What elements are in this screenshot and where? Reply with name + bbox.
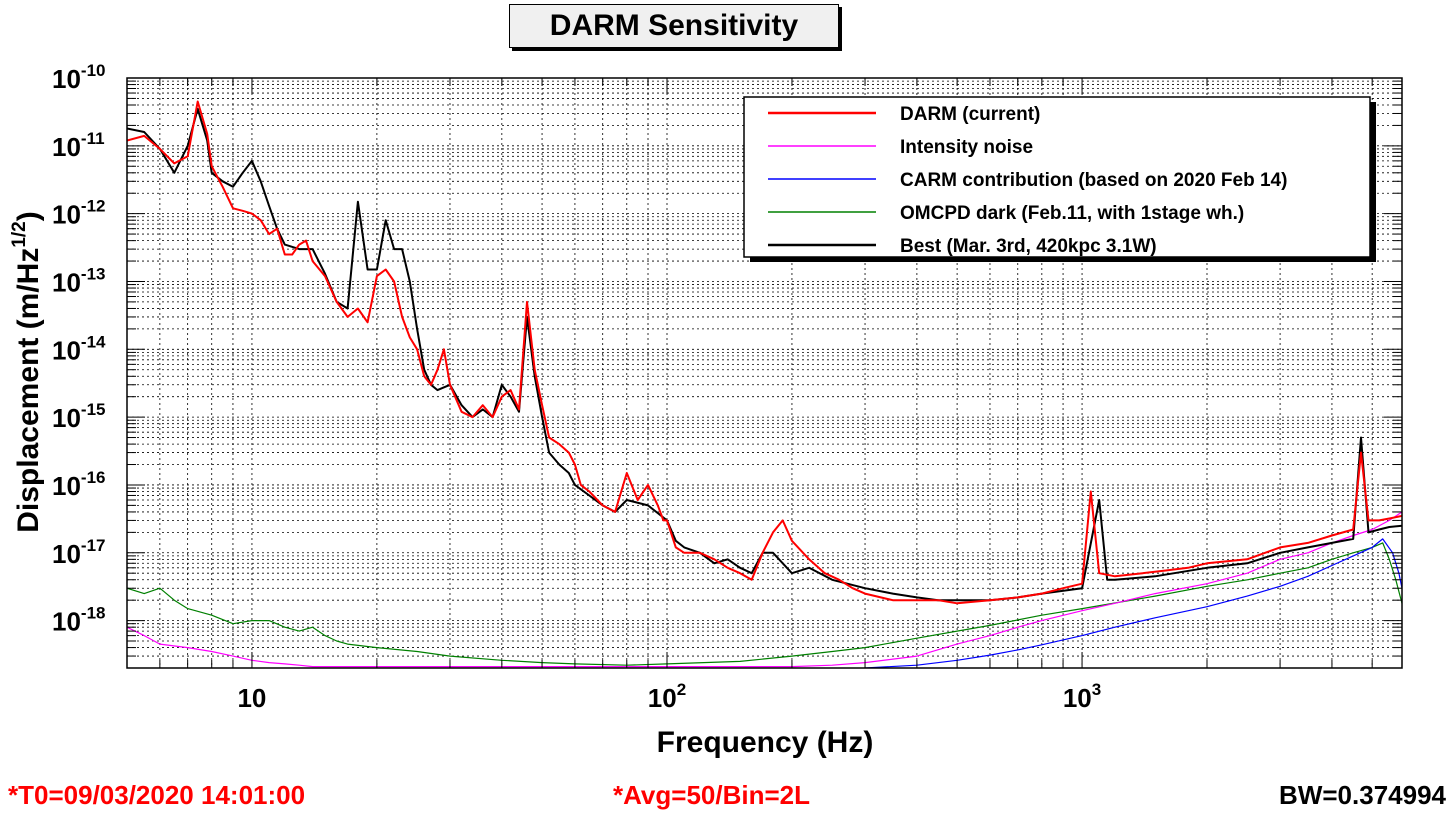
y-tick-label: 10-12 bbox=[52, 197, 106, 230]
y-tick-label: 10-10 bbox=[52, 61, 106, 94]
grid-lines bbox=[126, 77, 1402, 669]
series-layer bbox=[127, 100, 1402, 668]
y-axis-label: Displacement (m/Hz1/2) bbox=[9, 211, 45, 533]
y-tick-label: 10-14 bbox=[52, 332, 106, 365]
x-tick-label: 10 bbox=[237, 683, 266, 713]
footer-avg: *Avg=50/Bin=2L bbox=[613, 780, 811, 810]
series-line-3 bbox=[127, 542, 1402, 666]
series-line-4 bbox=[127, 107, 1402, 602]
plot-frame bbox=[126, 77, 1403, 669]
y-tick-label: 10-17 bbox=[52, 536, 106, 569]
y-tick-label: 10-13 bbox=[52, 264, 106, 297]
legend-label: Intensity noise bbox=[900, 137, 1033, 158]
series-line-1 bbox=[127, 511, 1402, 668]
footer-t0: *T0=09/03/2020 14:01:00 bbox=[8, 780, 306, 810]
legend-label: CARM contribution (based on 2020 Feb 14) bbox=[900, 170, 1287, 191]
legend-label: DARM (current) bbox=[900, 104, 1040, 125]
y-tick-label: 10-11 bbox=[52, 129, 105, 162]
legend-label: OMCPD dark (Feb.11, with 1stage wh.) bbox=[900, 203, 1244, 224]
x-tick-label: 102 bbox=[648, 680, 686, 713]
axis-ticks bbox=[126, 77, 1402, 669]
series-line-2 bbox=[864, 538, 1402, 668]
y-tick-label: 10-15 bbox=[52, 400, 106, 433]
chart-title: DARM Sensitivity bbox=[509, 4, 839, 48]
y-tick-labels: 10-10 10-11 10-12 10-13 10-14 10-15 10-16 10-17… bbox=[52, 61, 106, 637]
y-tick-label: 10-18 bbox=[52, 604, 106, 637]
footer-bw: BW=0.374994 bbox=[1279, 780, 1446, 810]
legend-box bbox=[743, 96, 1371, 258]
series-line-0 bbox=[127, 100, 1402, 605]
y-tick-label: 10-16 bbox=[52, 468, 106, 501]
x-tick-labels: 10 102 103 bbox=[237, 680, 1101, 713]
x-axis-label: Frequency (Hz) bbox=[657, 726, 874, 759]
legend-label: Best (Mar. 3rd, 420kpc 3.1W) bbox=[900, 236, 1157, 257]
legend: DARM (current) Intensity noise CARM contri… bbox=[743, 96, 1376, 262]
x-tick-label: 103 bbox=[1063, 680, 1101, 713]
legend-items: DARM (current) Intensity noise CARM contri… bbox=[768, 104, 1287, 257]
